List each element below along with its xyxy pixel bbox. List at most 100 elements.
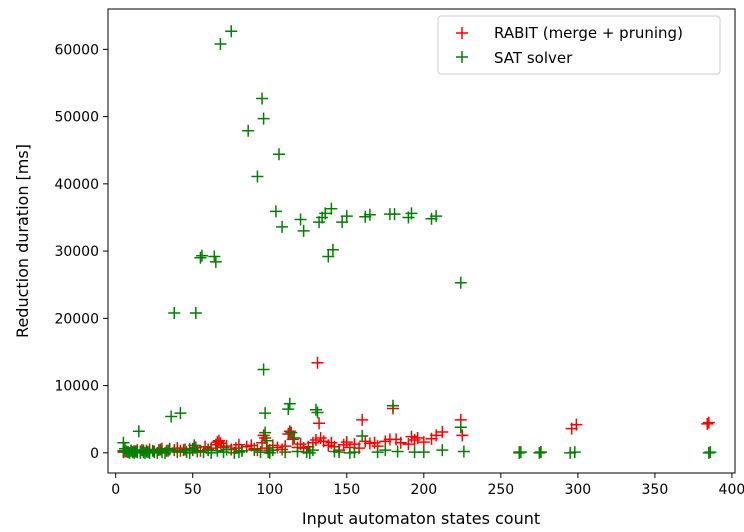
y-axis: 0 10000 20000 30000 40000 50000 60000 <box>54 42 108 462</box>
data-point <box>311 406 324 419</box>
data-point <box>225 25 238 38</box>
data-point <box>297 224 310 237</box>
data-point <box>282 403 295 416</box>
data-point <box>285 426 298 439</box>
x-tick-label: 400 <box>719 482 744 498</box>
data-point <box>188 439 201 452</box>
y-tick-label: 40000 <box>54 177 99 193</box>
data-point <box>269 205 282 218</box>
data-point <box>456 429 469 442</box>
data-point <box>217 446 230 459</box>
data-point <box>251 170 264 183</box>
data-point <box>313 417 326 430</box>
x-tick-label: 150 <box>333 482 360 498</box>
data-point <box>163 442 176 455</box>
data-point <box>168 306 181 319</box>
y-tick-label: 50000 <box>54 110 99 126</box>
data-point <box>263 446 276 459</box>
data-point <box>570 418 583 431</box>
data-point <box>337 438 350 451</box>
data-point <box>430 429 443 442</box>
x-tick-label: 300 <box>564 482 591 498</box>
y-tick-label: 30000 <box>54 244 99 260</box>
data-point <box>388 208 401 221</box>
data-point <box>387 399 399 412</box>
data-point <box>454 276 467 289</box>
data-point <box>248 444 261 457</box>
data-point <box>379 444 392 457</box>
x-tick-label: 350 <box>642 482 669 498</box>
x-tick-label: 0 <box>111 482 120 498</box>
data-point <box>430 210 443 223</box>
data-point <box>279 446 292 459</box>
data-point <box>236 444 249 457</box>
x-tick-label: 200 <box>410 482 437 498</box>
data-point <box>568 446 581 459</box>
data-point <box>391 445 404 458</box>
data-point <box>336 216 349 229</box>
data-point <box>259 407 272 420</box>
data-point <box>306 444 319 457</box>
series-sat-solver <box>117 25 717 459</box>
data-point <box>454 421 467 434</box>
data-point <box>165 410 178 423</box>
y-tick-label: 10000 <box>54 379 99 395</box>
data-point <box>534 446 547 459</box>
data-point <box>132 425 145 438</box>
data-point <box>348 446 361 459</box>
data-point <box>417 446 430 459</box>
data-point <box>260 434 273 447</box>
data-point <box>704 446 717 459</box>
data-point <box>326 243 339 256</box>
data-point <box>363 208 376 221</box>
data-point <box>309 403 322 416</box>
legend: RABIT (merge + pruning) SAT solver <box>437 15 721 75</box>
data-point <box>394 436 407 449</box>
data-point <box>702 416 715 429</box>
y-tick-label: 60000 <box>54 42 99 58</box>
data-point <box>162 444 175 457</box>
data-point <box>371 446 384 459</box>
data-point <box>257 363 270 376</box>
data-point <box>259 426 272 439</box>
data-point <box>257 112 270 125</box>
data-point <box>174 407 187 420</box>
data-point <box>220 443 233 456</box>
data-point <box>322 439 335 452</box>
data-point <box>311 356 324 369</box>
data-point <box>303 446 316 459</box>
data-point <box>232 446 245 459</box>
y-tick-label: 20000 <box>54 311 99 327</box>
legend-label-rabit: RABIT (merge + pruning) <box>494 24 683 42</box>
data-point <box>273 148 285 161</box>
legend-marker-sat <box>456 51 468 63</box>
data-point <box>212 434 225 447</box>
data-point <box>256 92 269 105</box>
data-point <box>356 430 369 443</box>
data-point <box>283 397 296 410</box>
data-point <box>514 446 527 459</box>
data-point <box>319 207 332 220</box>
data-point <box>214 37 227 50</box>
data-point <box>276 220 289 233</box>
legend-label-sat: SAT solver <box>494 49 573 67</box>
data-point <box>457 445 470 458</box>
y-tick-label: 0 <box>90 446 99 462</box>
data-point <box>195 249 208 262</box>
x-tick-label: 100 <box>256 482 283 498</box>
data-point <box>288 432 301 445</box>
data-point <box>411 432 424 445</box>
legend-marker-rabit <box>456 27 468 39</box>
data-point <box>294 213 307 226</box>
x-tick-label: 250 <box>487 482 514 498</box>
data-point <box>340 210 353 223</box>
data-point <box>242 124 255 137</box>
data-point <box>177 444 190 457</box>
data-point <box>205 446 218 459</box>
data-point <box>194 251 207 264</box>
data-point <box>405 207 418 220</box>
data-point <box>211 444 224 457</box>
data-point <box>340 436 353 449</box>
data-point <box>333 446 346 459</box>
